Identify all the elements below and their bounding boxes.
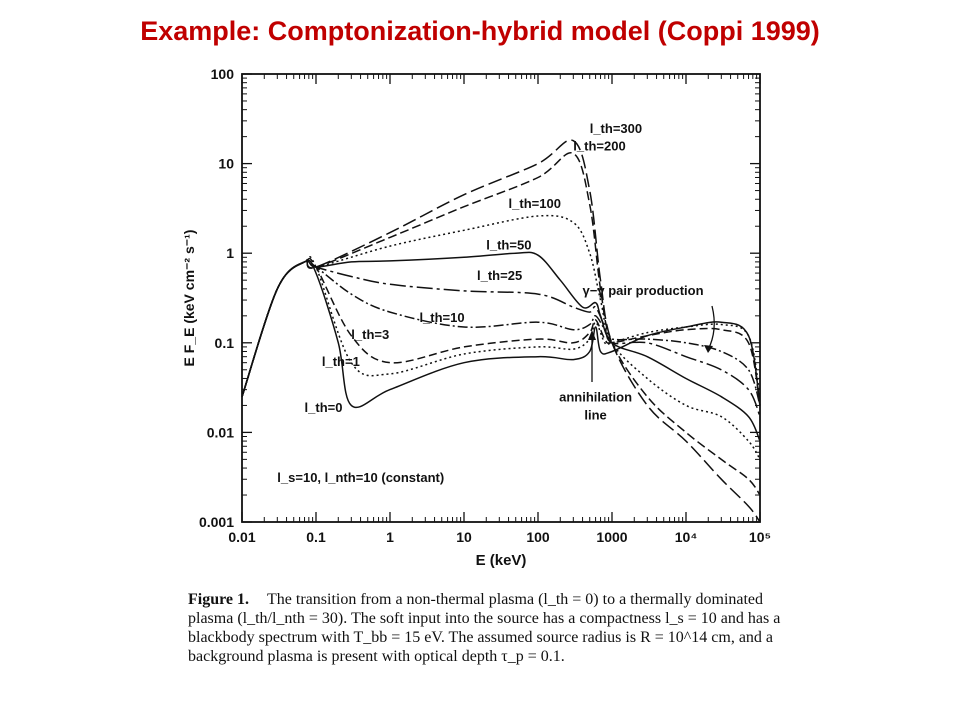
series-label: l_th=10 [419,310,464,325]
series-label: l_th=300 [590,121,642,136]
annotation-text: l_s=10, l_nth=10 (constant) [277,470,444,485]
series-label: l_th=0 [305,400,343,415]
labels-layer: l_th=300 l_th=200 l_th=100 l_th=50 l_th=25 l_… [305,121,643,415]
annotation-text: line [584,407,606,422]
series-label: l_th=25 [477,268,522,283]
series-line-l-th-25 [241,260,761,417]
caption-figure-label: Figure 1. [188,591,250,608]
series-label: l_th=50 [486,237,531,252]
x-tick-label: 10 [456,529,472,545]
x-tick-label: 1000 [596,529,627,545]
plot-frame [241,73,761,523]
x-tick-label: 10⁴ [675,529,698,545]
series-layer [241,139,761,523]
x-tick-label: 100 [526,529,550,545]
x-tick-label: 10⁵ [749,529,771,545]
annihilation-arrowhead [588,330,596,340]
chart: 0.01 0.1 1 10 100 1000 10⁴ 10⁵0.0010.010.111010… [181,66,771,569]
series-label: l_th=3 [351,327,389,342]
annotation-text: annihilation [559,390,632,405]
y-tick-label: 1 [226,245,234,261]
pair-production-arrowhead [704,345,713,353]
series-line-l-th-0 [241,259,761,409]
figure-caption: Figure 1. The transition from a non-therm… [188,590,788,666]
series-label: l_th=200 [573,139,625,154]
series-label: l_th=1 [322,354,360,369]
series-label: l_th=100 [509,196,561,211]
x-tick-label: 0.1 [306,529,326,545]
y-tick-label: 10 [218,156,234,172]
series-line-l-th-200 [241,152,761,496]
slide-title: Example: Comptonization-hybrid model (Co… [140,16,820,46]
series-line-l-th-300 [241,139,761,523]
x-axis-label: E (keV) [476,552,527,569]
y-tick-label: 0.001 [199,514,234,530]
x-tick-label: 1 [386,529,394,545]
series-line-l-th-3 [241,257,761,406]
series-line-l-th-10 [241,259,761,406]
y-axis-label: E F_E (keV cm⁻² s⁻¹) [181,230,197,367]
y-tick-label: 0.01 [207,424,234,440]
axis-ticks: 0.01 0.1 1 10 100 1000 10⁴ 10⁵0.0010.010.111010… [199,66,771,545]
y-tick-label: 100 [211,66,235,82]
annotation-layer: γ−γ pair production annihilation line l_s=1… [277,283,715,485]
annotation-text: γ−γ pair production [583,283,704,298]
caption-text: The transition from a non-thermal plasma… [188,591,781,665]
x-tick-label: 0.01 [228,529,255,545]
y-tick-label: 0.1 [215,335,235,351]
